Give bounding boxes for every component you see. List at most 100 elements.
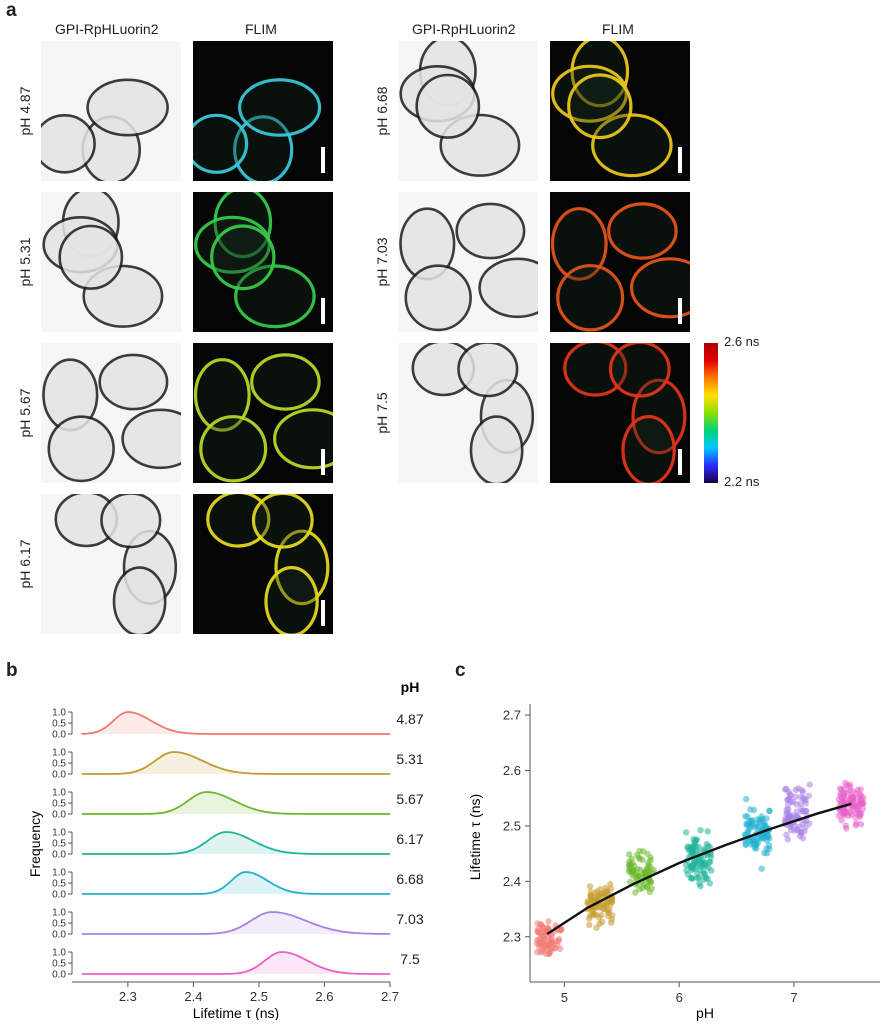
cell-outline	[455, 202, 526, 260]
ph-row-label: pH 7.5	[374, 392, 390, 434]
flim-cell-outline	[199, 415, 268, 483]
scatter-point-5.67	[643, 882, 651, 890]
y-tick-label: 0.5	[52, 959, 66, 970]
flim-micrograph	[550, 41, 690, 181]
scatter-point-6.17	[706, 844, 714, 851]
flim-cell-outline	[607, 202, 678, 260]
flim-column-header-right: FLIM	[602, 21, 634, 37]
y-tick-label: 2.3	[503, 929, 521, 944]
y-tick-label: 0.0	[52, 810, 66, 821]
ridge-line-7.03	[82, 911, 391, 935]
flim-cell-outline	[210, 224, 276, 291]
lifetime-colorbar	[704, 343, 718, 483]
scatter-point-7.5	[842, 822, 849, 829]
scatter-point-6.68	[746, 823, 754, 830]
flim-cell-outline	[193, 358, 251, 432]
cell-outline	[121, 408, 181, 470]
gpi-micrograph	[41, 494, 181, 634]
scale-bar	[321, 449, 325, 475]
scatter-point-5.31	[592, 911, 600, 918]
scatter-point-7.5	[860, 795, 867, 802]
ridge-x-label: Lifetime τ (ns)	[193, 1005, 279, 1020]
cell-outline	[404, 264, 472, 332]
scatter-point-6.17	[684, 871, 692, 878]
scatter-y-label: Lifetime τ (ns)	[467, 794, 483, 880]
scatter-point-4.87	[534, 920, 541, 927]
scatter-point-4.87	[556, 945, 564, 952]
flim-cell-outline	[273, 408, 333, 470]
scatter-point-5.31	[599, 918, 606, 926]
scatter-point-6.68	[763, 849, 771, 857]
x-tick-label: 2.6	[315, 989, 333, 1004]
scatter-point-5.31	[586, 883, 594, 890]
flim-cell-outline	[206, 494, 271, 548]
ridge-area-7.03	[82, 912, 390, 934]
flim-cell-outline	[233, 115, 294, 181]
scatter-point-7.03	[806, 820, 813, 827]
scatter-point-6.17	[689, 847, 697, 854]
scatter-point-5.31	[586, 921, 593, 928]
y-tick-label: 0.5	[52, 839, 66, 850]
scatter-point-7.5	[845, 812, 852, 819]
scale-bar	[678, 147, 682, 173]
colorbar-min-label: 2.2 ns	[724, 474, 760, 489]
scatter-point-4.87	[540, 928, 547, 935]
flim-cell-outline	[213, 192, 273, 259]
ridge-area-7.5	[82, 952, 390, 974]
x-tick-label: 2.3	[119, 989, 137, 1004]
scatter-point-4.87	[534, 948, 541, 956]
cell-outline	[47, 415, 115, 483]
scatter-point-6.17	[708, 867, 715, 874]
y-tick-label: 0.0	[52, 770, 66, 781]
cell-outline	[478, 257, 538, 319]
ph-row-label: pH 5.67	[17, 388, 33, 438]
ph-row-label: pH 4.87	[17, 86, 33, 136]
ridge-line-7.5	[82, 951, 390, 975]
scatter-point-7.03	[783, 831, 790, 838]
scatter-point-5.67	[626, 878, 634, 886]
ph-row-label: pH 7.03	[374, 237, 390, 287]
x-tick-label: 7	[790, 990, 797, 1005]
x-tick-label: 6	[676, 990, 683, 1005]
scatter-point-5.67	[647, 857, 654, 864]
flim-micrograph	[550, 343, 690, 483]
scatter-point-4.87	[542, 944, 549, 952]
scale-bar	[321, 298, 325, 324]
scatter-point-5.67	[626, 861, 633, 868]
scale-bar	[321, 147, 325, 173]
ph-series-label: 6.68	[396, 871, 423, 887]
ridge-area-5.31	[82, 752, 390, 774]
scatter-point-6.17	[700, 845, 708, 853]
flim-cell-outline	[194, 215, 271, 274]
scatter-point-7.03	[787, 823, 794, 830]
ridge-line-6.17	[82, 831, 390, 855]
cell-outline	[41, 114, 96, 174]
ph-series-label: 7.03	[396, 911, 423, 927]
scatter-point-7.5	[842, 779, 849, 787]
ridge-line-6.68	[82, 871, 390, 895]
cell-outline	[98, 353, 169, 411]
ridge-line-5.67	[82, 791, 390, 815]
ph-series-label: 5.31	[396, 751, 423, 767]
scatter-point-6.17	[697, 827, 704, 834]
scatter-point-5.67	[636, 847, 643, 855]
y-tick-label: 0.0	[52, 930, 66, 941]
flim-cell-outline	[237, 78, 322, 137]
y-tick-label: 1.0	[52, 748, 66, 759]
flim-cell-outline	[234, 264, 316, 329]
ridge-area-5.67	[82, 792, 390, 814]
scatter-point-7.5	[852, 822, 859, 829]
y-tick-label: 1.0	[52, 908, 66, 919]
flim-micrograph	[193, 192, 333, 332]
y-tick-label: 0.5	[52, 919, 66, 930]
scatter-point-7.03	[798, 787, 805, 794]
cell-outline	[100, 494, 162, 549]
scatter-point-6.68	[766, 807, 773, 814]
y-tick-label: 0.0	[52, 730, 66, 741]
flim-cell-outline	[570, 41, 630, 108]
gpi-micrograph	[398, 41, 538, 181]
y-tick-label: 0.5	[52, 719, 66, 730]
scatter-point-7.03	[802, 800, 809, 807]
scatter-point-5.31	[597, 886, 604, 893]
cell-outline	[469, 415, 524, 483]
